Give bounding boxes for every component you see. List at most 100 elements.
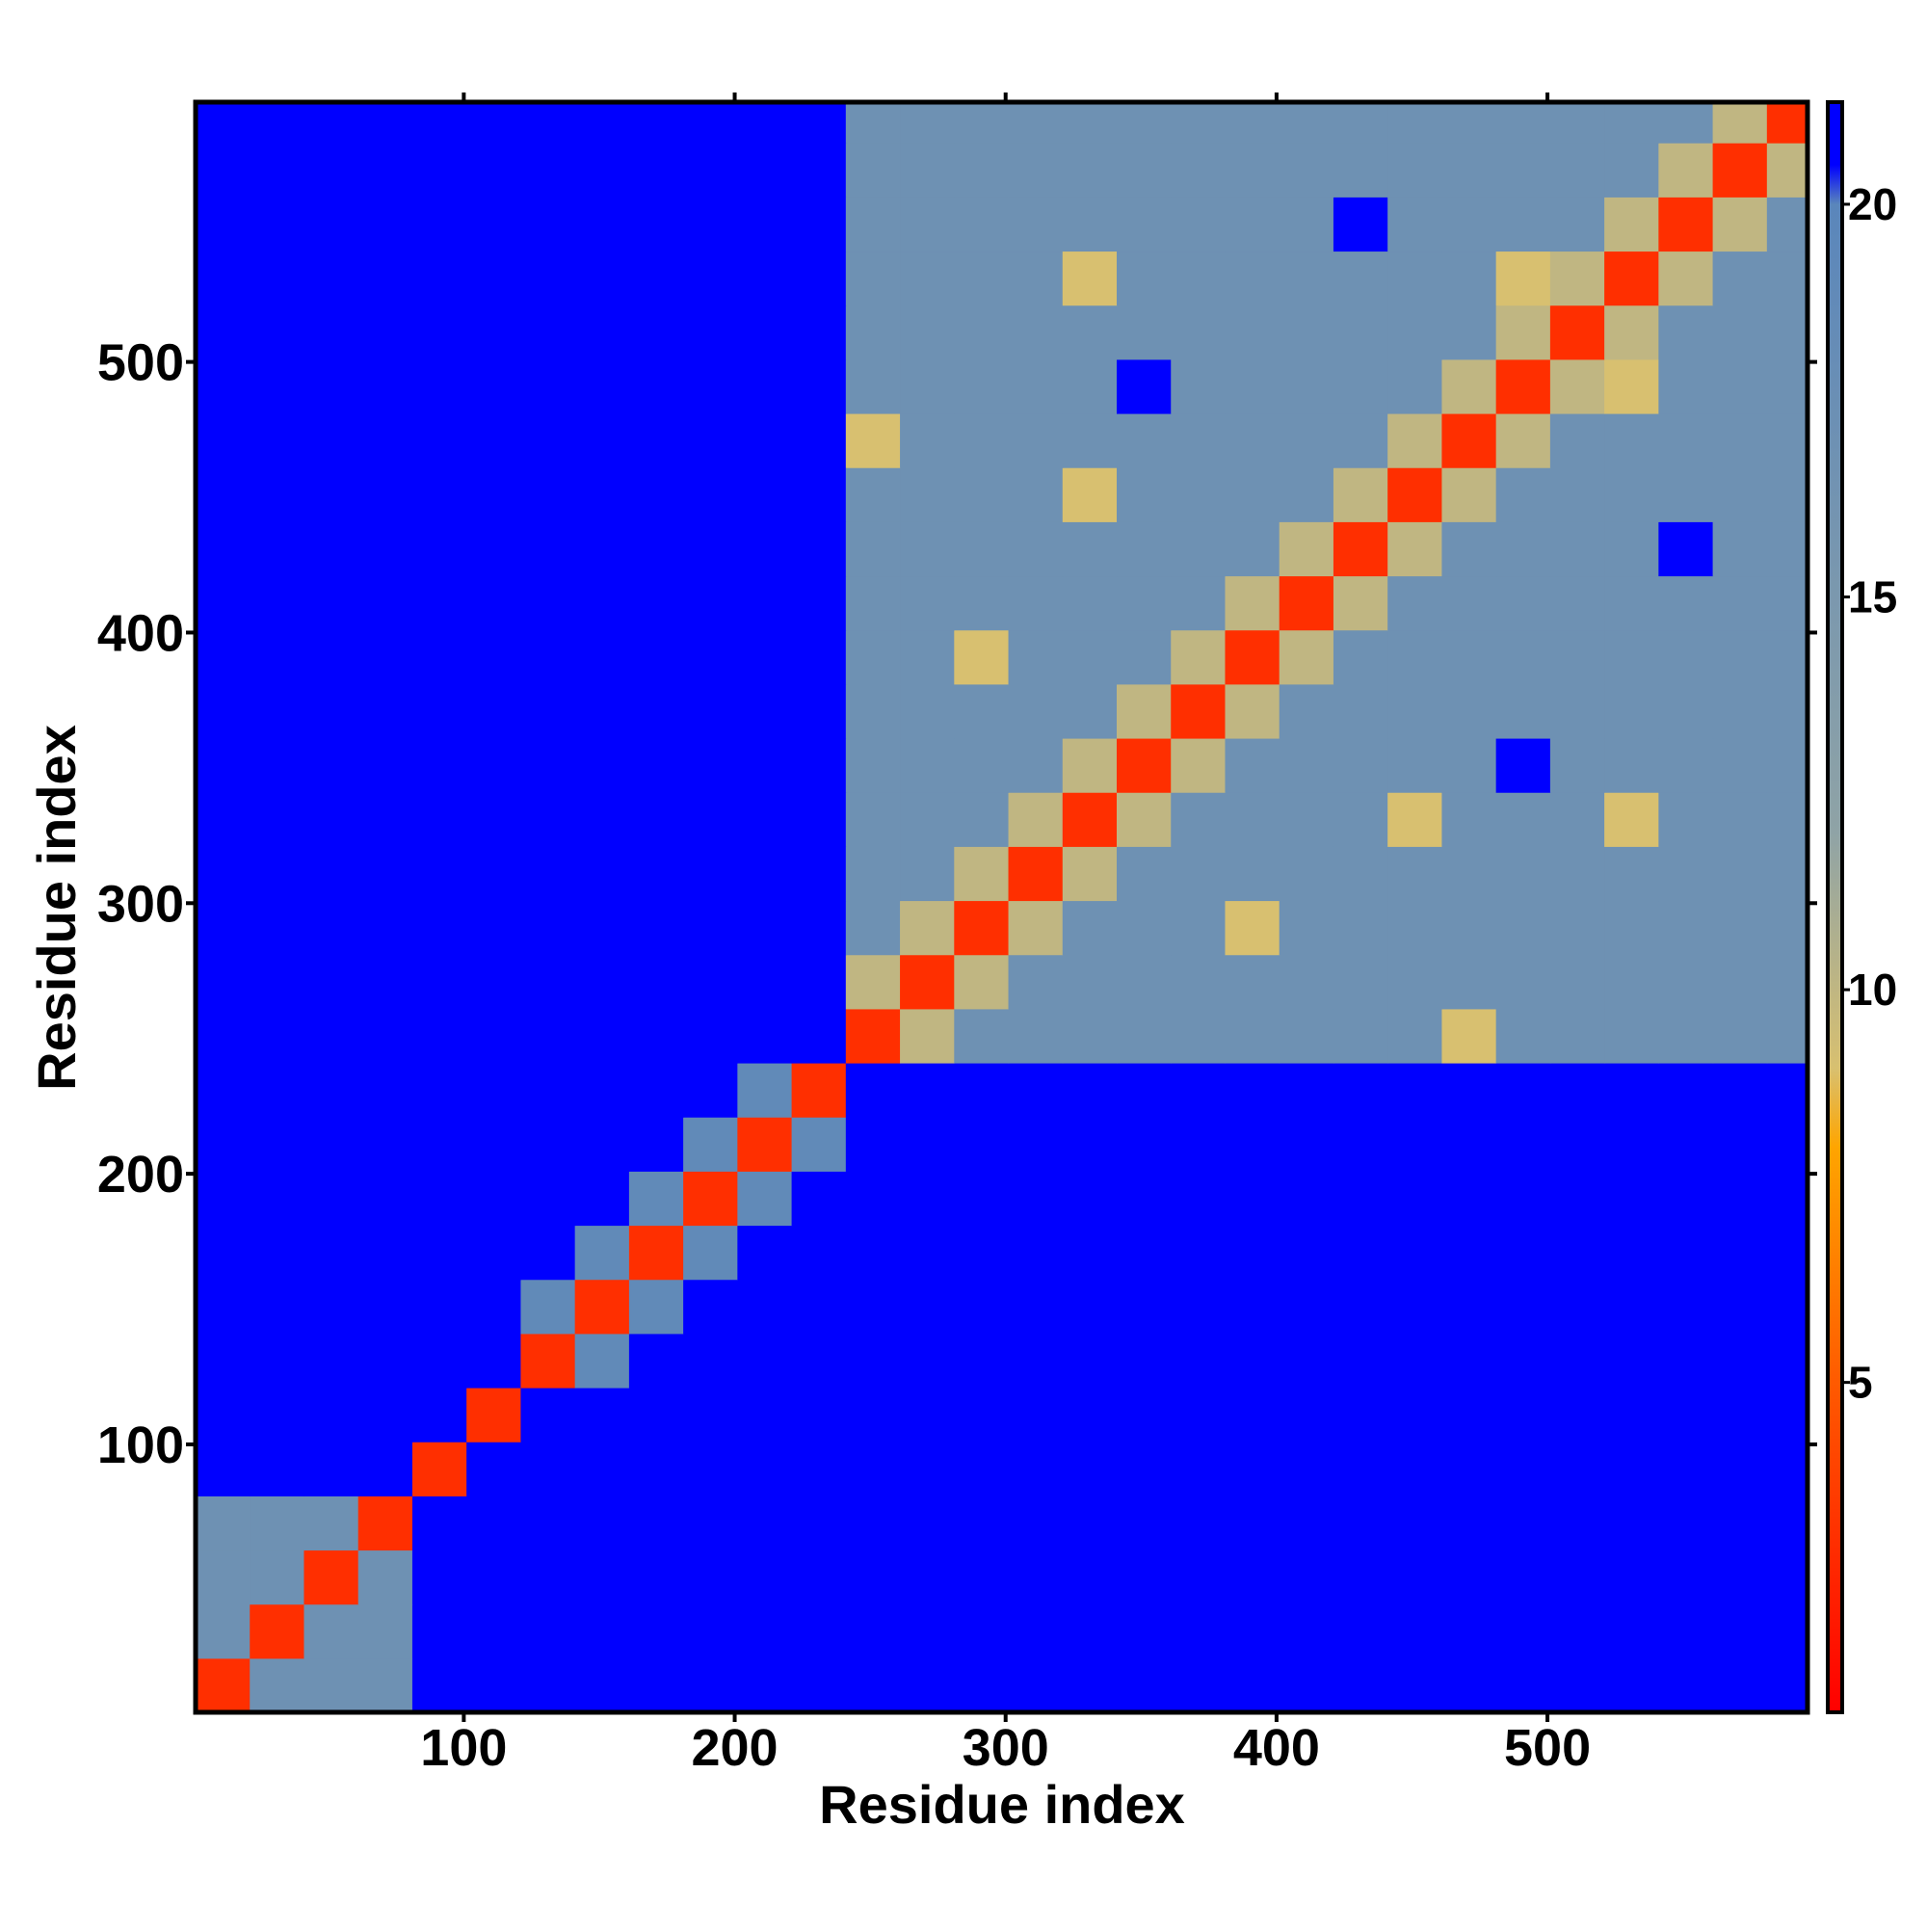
heatmap-cell (791, 954, 847, 1010)
heatmap-cell (1117, 1549, 1172, 1605)
heatmap-cell (628, 792, 684, 847)
heatmap-cell (411, 143, 467, 198)
heatmap-cell (1117, 1387, 1172, 1442)
heatmap-cell (466, 737, 522, 793)
heatmap-cell (1495, 1442, 1551, 1496)
heatmap-cell (250, 143, 305, 198)
heatmap-cell (1441, 412, 1497, 468)
heatmap-cell (574, 683, 630, 739)
heatmap-cell (1604, 1171, 1659, 1227)
heatmap-cell (1387, 358, 1443, 414)
heatmap-cell (357, 412, 413, 468)
heatmap-cell (1333, 954, 1388, 1010)
heatmap-cell (196, 575, 251, 631)
heatmap-cell (1658, 900, 1714, 956)
heatmap-cell (1658, 1008, 1714, 1064)
heatmap-cell (357, 1442, 413, 1496)
heatmap-cell (1712, 1117, 1768, 1172)
heatmap-cell (900, 1279, 955, 1335)
heatmap-cell (1387, 1657, 1443, 1713)
heatmap-cell (520, 467, 576, 522)
heatmap-cell (520, 954, 576, 1010)
heatmap-cell (196, 1549, 251, 1605)
heatmap-cell (1333, 1549, 1388, 1605)
heatmap-cell (683, 251, 738, 306)
heatmap-cell (1008, 629, 1064, 685)
heatmap-cell (1008, 1333, 1064, 1389)
heatmap-cell (1333, 197, 1388, 252)
heatmap-cell (1225, 143, 1280, 198)
heatmap-cell (1658, 521, 1714, 577)
heatmap-cell (1062, 1225, 1118, 1281)
heatmap-cell (1333, 737, 1388, 793)
heatmap-cell (574, 792, 630, 847)
heatmap-cell (304, 1117, 359, 1172)
heatmap-cell (466, 521, 522, 577)
heatmap-cell (683, 143, 738, 198)
heatmap-cell (574, 143, 630, 198)
heatmap-cell (1008, 102, 1064, 144)
heatmap-cell (791, 521, 847, 577)
heatmap-cell (954, 304, 1010, 360)
heatmap-cell (683, 737, 738, 793)
heatmap-cell (1117, 737, 1172, 793)
heatmap-cell (1549, 1387, 1605, 1442)
heatmap-cell (1171, 412, 1227, 468)
heatmap-cell (900, 1333, 955, 1389)
y-tick-label: 200 (97, 1146, 184, 1204)
heatmap-cell (1495, 1603, 1551, 1659)
heatmap-cell (845, 629, 901, 685)
heatmap-cell (1279, 1549, 1334, 1605)
heatmap-cell (1062, 1008, 1118, 1064)
heatmap-cell (737, 1062, 793, 1118)
heatmap-cell (357, 629, 413, 685)
heatmap-cell (357, 467, 413, 522)
heatmap-cell (1604, 1008, 1659, 1064)
heatmap-cell (845, 1171, 901, 1227)
heatmap-cell (520, 1333, 576, 1389)
heatmap-cell (954, 1279, 1010, 1335)
heatmap-cell (250, 737, 305, 793)
heatmap-cell (1279, 1603, 1334, 1659)
heatmap-cell (1604, 900, 1659, 956)
heatmap-cell (466, 412, 522, 468)
heatmap-cell (845, 143, 901, 198)
heatmap-cell (1387, 1062, 1443, 1118)
heatmap-cell (845, 1442, 901, 1496)
heatmap-cell (520, 846, 576, 902)
heatmap-cell (1766, 467, 1808, 522)
heatmap-cell (466, 1442, 522, 1496)
colorbar-tick-label: 20 (1848, 179, 1897, 229)
heatmap-cell (737, 575, 793, 631)
heatmap-cell (628, 143, 684, 198)
heatmap-cell (628, 304, 684, 360)
heatmap-cell (900, 197, 955, 252)
heatmap-cell (1279, 737, 1334, 793)
heatmap-cell (1495, 954, 1551, 1010)
heatmap-cell (900, 251, 955, 306)
heatmap-cell (1549, 1603, 1605, 1659)
heatmap-cell (1279, 1495, 1334, 1551)
heatmap-cell (520, 1603, 576, 1659)
heatmap-cell (954, 792, 1010, 847)
heatmap-cell (574, 1549, 630, 1605)
heatmap-cell (357, 143, 413, 198)
heatmap-cell (791, 1279, 847, 1335)
heatmap-cell (954, 521, 1010, 577)
heatmap-cell (196, 629, 251, 685)
heatmap-cell (845, 954, 901, 1010)
heatmap-cell (1008, 1117, 1064, 1172)
heatmap-cell (628, 737, 684, 793)
heatmap-cell (1441, 575, 1497, 631)
heatmap-cell (357, 1062, 413, 1118)
heatmap-cell (845, 1008, 901, 1064)
heatmap-cell (954, 467, 1010, 522)
heatmap-cell (1549, 683, 1605, 739)
heatmap-cell (1387, 1225, 1443, 1281)
heatmap-cell (1658, 412, 1714, 468)
heatmap-cell (1117, 467, 1172, 522)
heatmap-cell (1712, 467, 1768, 522)
heatmap-cell (196, 737, 251, 793)
heatmap-cell (1658, 683, 1714, 739)
